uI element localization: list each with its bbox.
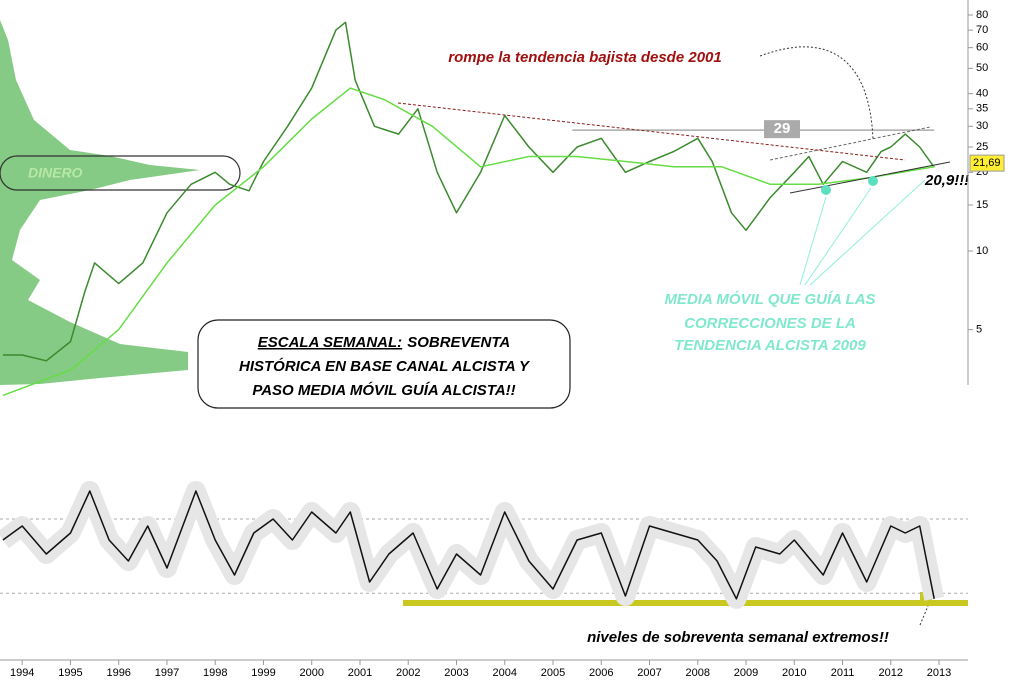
x-tick-label: 2004 — [493, 667, 517, 679]
series-line — [2, 490, 935, 600]
y-tick-label: 35 — [976, 103, 988, 115]
x-tick-label: 2002 — [396, 667, 420, 679]
y-tick-label: 60 — [976, 42, 988, 54]
x-tick-label: 1999 — [251, 667, 275, 679]
y-tick-label: 5 — [976, 324, 982, 336]
touch-dot — [821, 185, 831, 195]
touch-dot — [868, 176, 878, 186]
resistance-tag — [764, 120, 800, 139]
box-text: PASO MEDIA MÓVIL GUÍA ALCISTA!! — [252, 381, 515, 399]
channel-top — [769, 126, 931, 161]
note-arrows — [799, 179, 926, 286]
chart-title: rompe la tendencia bajista desde 2001 — [448, 49, 721, 66]
x-tick-label: 2003 — [444, 667, 468, 679]
box-heading: ESCALA SEMANAL: — [258, 334, 402, 351]
title-arrow — [759, 46, 874, 141]
x-tick-label: 1998 — [203, 667, 227, 679]
x-tick-label: 2001 — [348, 667, 372, 679]
y-tick-label: 15 — [976, 199, 988, 211]
x-tick-label: 2012 — [879, 667, 903, 679]
note-box — [197, 319, 571, 409]
y-tick-label: 25 — [976, 141, 988, 153]
x-tick-label: 2010 — [782, 667, 806, 679]
x-tick-label: 2007 — [637, 667, 661, 679]
last-price-label: 21,69 — [973, 157, 1001, 169]
y-tick-label: 50 — [976, 62, 988, 74]
x-tick-label: 1995 — [58, 667, 82, 679]
box-text: HISTÓRICA EN BASE CANAL ALCISTA Y — [239, 357, 531, 375]
x-tick-label: 1997 — [155, 667, 179, 679]
ma-note: MEDIA MÓVIL QUE GUÍA LAS — [664, 290, 875, 308]
y-tick-label: 10 — [976, 245, 988, 257]
ma-note: CORRECCIONES DE LA — [684, 315, 856, 332]
x-tick-label: 2011 — [831, 667, 855, 679]
y-tick-label: 70 — [976, 24, 988, 36]
y-tick-label: 40 — [976, 88, 988, 100]
series-line — [2, 87, 935, 397]
money-label: DINERO — [28, 165, 83, 181]
x-tick-label: 2000 — [299, 667, 323, 679]
x-tick-label: 2006 — [589, 667, 613, 679]
x-tick-label: 2005 — [541, 667, 565, 679]
oscillator-note: niveles de sobreventa semanal extremos!! — [587, 629, 889, 646]
last-price-tag — [969, 154, 1005, 172]
y-tick-label: 80 — [976, 9, 988, 21]
series-line — [2, 21, 935, 362]
box-text: SOBREVENTA — [407, 334, 510, 351]
last-note: 20,9!!! — [924, 172, 969, 189]
x-tick-label: 1994 — [10, 667, 34, 679]
x-tick-label: 1996 — [106, 667, 130, 679]
volume-profile — [0, 20, 200, 385]
ma-note: TENDENCIA ALCISTA 2009 — [674, 337, 866, 354]
downtrend-line — [397, 102, 906, 161]
y-tick-label: 30 — [976, 120, 988, 132]
x-tick-label: 2008 — [686, 667, 710, 679]
box-line: ESCALA SEMANAL: SOBREVENTA — [258, 334, 511, 351]
x-tick-label: 2013 — [927, 667, 951, 679]
oversold-band — [403, 600, 968, 606]
money-ellipse — [0, 155, 241, 191]
resistance-label: 29 — [774, 120, 791, 137]
x-tick-label: 2009 — [734, 667, 758, 679]
note-arrow — [919, 605, 929, 626]
